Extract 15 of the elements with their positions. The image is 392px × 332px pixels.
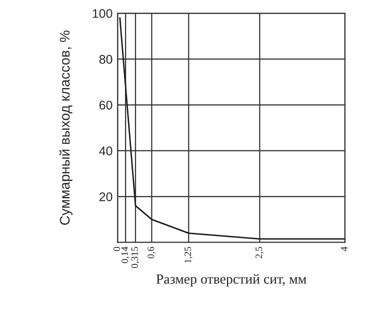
x-tick-label: 2,5 bbox=[256, 246, 264, 258]
y-tick-label: 40 bbox=[99, 146, 112, 156]
x-tick-label: 0,14 bbox=[121, 246, 130, 264]
y-tick-label: 80 bbox=[99, 54, 112, 64]
x-tick-label: 1,25 bbox=[184, 246, 192, 263]
x-tick-label: 0,6 bbox=[148, 246, 156, 258]
x-axis-title: Размер отверстий сит, мм bbox=[156, 274, 306, 287]
y-tick-label: 100 bbox=[92, 9, 112, 18]
line-series bbox=[119, 17, 345, 240]
x-tick-label: 4 bbox=[340, 246, 348, 252]
x-tick-label: 0,315 bbox=[131, 246, 140, 268]
y-tick-label: 60 bbox=[99, 100, 112, 110]
x-tick-label: 0 bbox=[113, 246, 120, 252]
y-axis-title: Суммарный выход классов, % bbox=[59, 30, 72, 225]
y-tick-label: 20 bbox=[99, 192, 112, 202]
